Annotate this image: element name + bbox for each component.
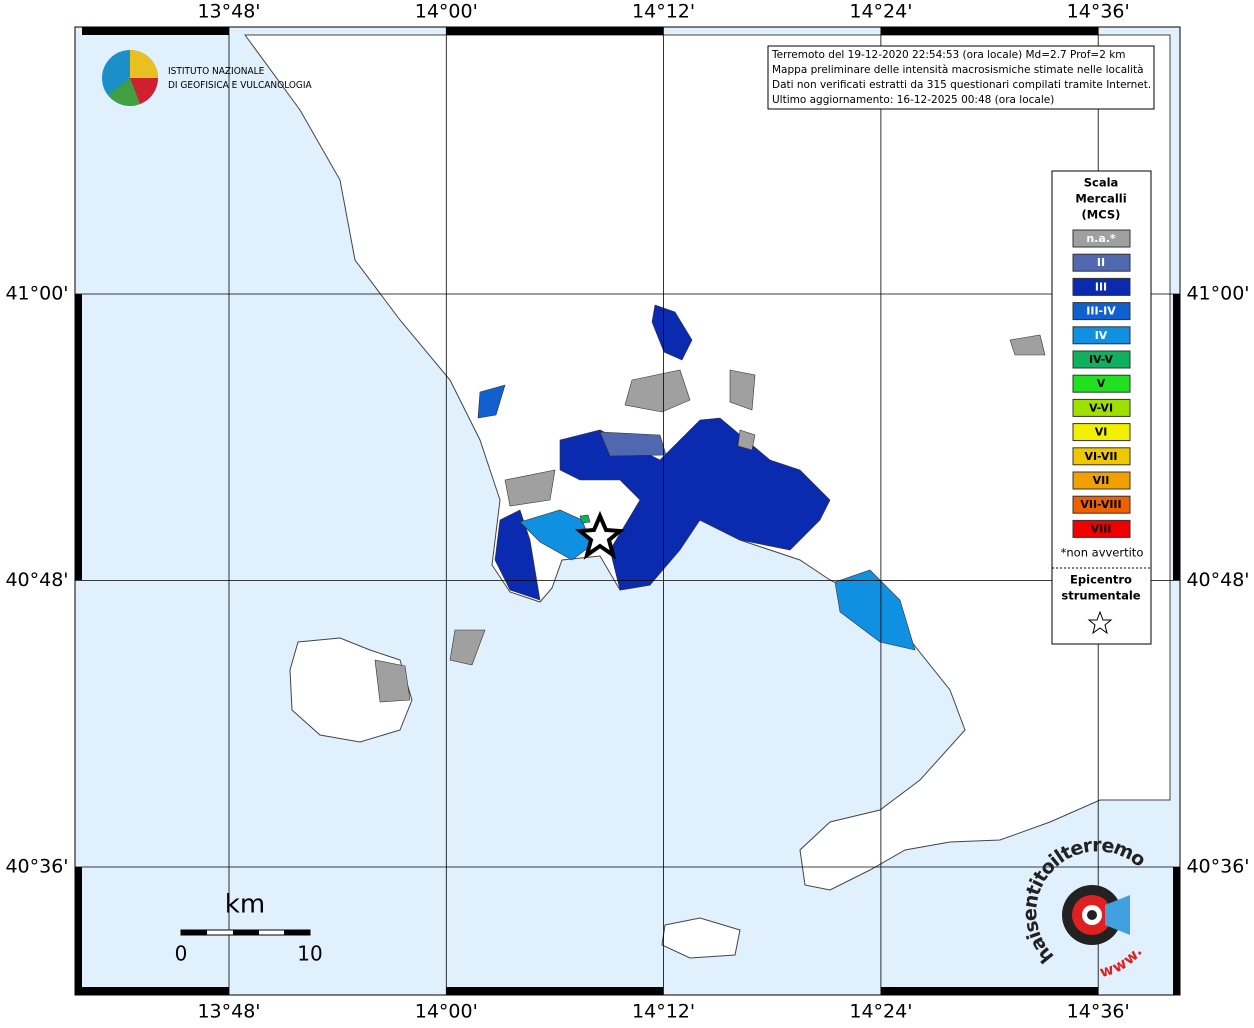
lon-label: 14°12' (632, 1001, 695, 1023)
intensity-area (374, 659, 411, 703)
logo-text: DI GEOFISICA E VULCANOLOGIA (168, 80, 313, 91)
intensity-regions (374, 304, 1046, 703)
legend-swatch (1072, 495, 1131, 514)
lat-label: 40°48' (1186, 569, 1249, 591)
legend-epicenter: strumentale (1061, 589, 1140, 603)
legend-label: III-IV (1086, 305, 1116, 318)
legend-label: VII-VIII (1080, 498, 1121, 511)
intensity-area (579, 514, 591, 524)
intensity-area (504, 469, 556, 507)
lat-label: 41°00' (5, 283, 68, 305)
lat-label: 41°00' (1186, 283, 1249, 305)
legend-star (1087, 610, 1113, 635)
lon-label: 14°36' (1067, 1001, 1130, 1023)
legend-swatch (1072, 326, 1131, 345)
legend-epicenter: Epicentro (1070, 573, 1132, 587)
legend-swatch (1072, 423, 1131, 442)
lon-label: 14°36' (1067, 1, 1130, 23)
legend-label: II (1097, 256, 1105, 269)
ingv-logo: ISTITUTO NAZIONALE DI GEOFISICA E VULCAN… (102, 50, 313, 106)
lon-label: 14°00' (415, 1, 478, 23)
intensity-area (651, 304, 693, 361)
lon-label: 14°24' (849, 1, 912, 23)
lat-label: 40°48' (5, 569, 68, 591)
info-box: Terremoto del 19-12-2020 22:54:53 (ora l… (767, 45, 1155, 110)
scale-unit: km (225, 890, 265, 920)
info-line: Mappa preliminare delle intensità macros… (772, 64, 1144, 76)
legend-swatch (1072, 471, 1131, 490)
legend-swatch (1072, 229, 1131, 248)
legend-label: VII (1093, 474, 1110, 487)
lon-label: 14°00' (415, 1001, 478, 1023)
info-line: Terremoto del 19-12-2020 22:54:53 (ora l… (771, 49, 1126, 61)
legend-label: VI-VII (1084, 450, 1117, 463)
scale-tick: 10 (297, 942, 322, 966)
legend-label: IV (1095, 329, 1108, 342)
intensity-area (477, 384, 506, 419)
intensity-area (624, 369, 691, 413)
intensity-area (494, 509, 541, 601)
scale-tick: 0 (175, 942, 188, 966)
intensity-area (737, 429, 756, 451)
logo-text: ISTITUTO NAZIONALE (168, 66, 265, 77)
lat-label: 40°36' (5, 856, 68, 878)
legend-swatch (1072, 277, 1131, 296)
legend-label: n.a.* (1086, 232, 1116, 245)
info-line: Ultimo aggiornamento: 16-12-2025 00:48 (… (772, 94, 1054, 106)
legend-swatch (1072, 302, 1131, 321)
legend-label: VIII (1091, 522, 1112, 535)
legend-note: *non avvertito (1061, 546, 1144, 560)
scale-bar: km 0 10 (175, 890, 323, 966)
legend-swatch (1072, 519, 1131, 538)
intensity-area (449, 629, 486, 666)
legend-title: (MCS) (1082, 208, 1121, 222)
lon-label: 14°12' (632, 1, 695, 23)
legend-label: V (1097, 377, 1106, 390)
legend-swatch (1072, 447, 1131, 466)
intensity-area (1009, 334, 1046, 356)
legend-label: VI (1095, 426, 1108, 439)
legend-title: Scala (1084, 176, 1119, 190)
legend-swatch (1072, 350, 1131, 369)
legend-label: III (1095, 280, 1107, 293)
lon-label: 13°48' (197, 1001, 260, 1023)
legend-swatch (1072, 398, 1131, 417)
intensity-area (834, 569, 916, 651)
intensity-area (729, 369, 756, 411)
info-line: Dati non verificati estratti da 315 ques… (772, 79, 1151, 91)
lon-label: 13°48' (197, 1, 260, 23)
legend: ScalaMercalli(MCS)n.a.*IIIIIIII-IVIVIV-V… (1051, 170, 1152, 645)
legend-title: Mercalli (1075, 192, 1126, 206)
intensity-area (559, 417, 831, 591)
lon-label: 14°24' (849, 1001, 912, 1023)
intensity-area (599, 431, 667, 457)
legend-swatch (1072, 374, 1131, 393)
lat-label: 40°36' (1186, 856, 1249, 878)
legend-label: V-VI (1089, 401, 1113, 414)
legend-label: IV-V (1089, 353, 1114, 366)
frame (74, 26, 1181, 996)
legend-swatch (1072, 253, 1131, 272)
epicenter-star (574, 510, 626, 560)
